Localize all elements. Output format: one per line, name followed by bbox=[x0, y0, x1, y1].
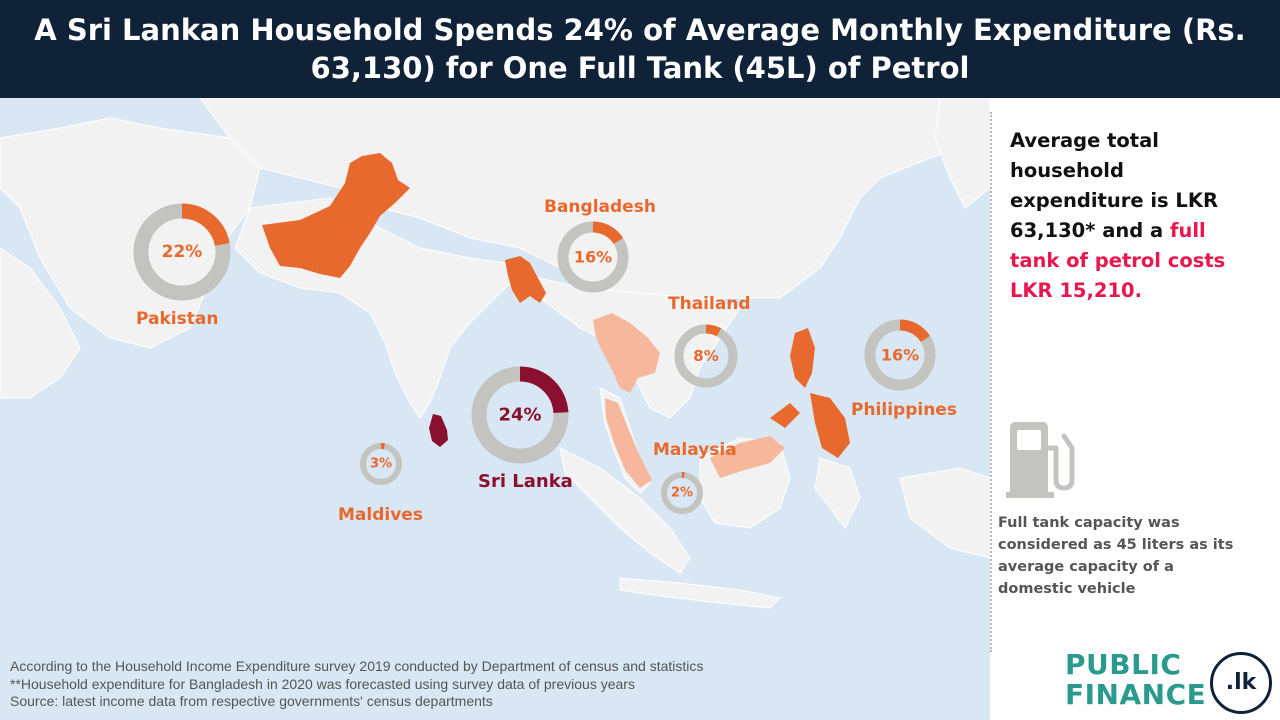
country-shape-sri-lanka bbox=[429, 414, 448, 447]
logo-badge-text: .lk bbox=[1225, 670, 1257, 695]
donut-arc-pakistan bbox=[133, 203, 231, 301]
country-shape-malaysia-borneo bbox=[710, 436, 785, 478]
country-shape-malaysia-peninsula bbox=[605, 398, 652, 488]
footnote-survey: According to the Household Income Expend… bbox=[10, 658, 704, 674]
side-panel bbox=[990, 98, 1280, 720]
country-shape-thailand bbox=[593, 313, 660, 393]
donut-arc-srilanka bbox=[471, 366, 569, 464]
asia-map bbox=[0, 98, 990, 720]
pct-label-pakistan: 22% bbox=[161, 242, 203, 262]
country-label-maldives: Maldives bbox=[338, 505, 423, 525]
country-shape-philippines-north bbox=[790, 328, 815, 388]
landmass-taiwan-japan bbox=[934, 98, 990, 209]
landmass-sumatra bbox=[559, 447, 691, 574]
landmass-arabia-coast bbox=[0, 247, 81, 399]
logo-line-2: FINANCE bbox=[1065, 678, 1207, 711]
country-label-thailand: Thailand bbox=[668, 294, 751, 314]
footnote-source: Source: latest income data from respecti… bbox=[10, 693, 493, 709]
title-banner: A Sri Lankan Household Spends 24% of Ave… bbox=[0, 0, 1280, 98]
title-line-2: 63,130) for One Full Tank (45L) of Petro… bbox=[310, 51, 970, 85]
title-line-1: A Sri Lankan Household Spends 24% of Ave… bbox=[34, 13, 1246, 47]
country-label-pakistan: Pakistan bbox=[136, 309, 219, 329]
panel-divider bbox=[990, 112, 992, 652]
expenditure-summary-highlight: full tank of petrol costs LKR 15,210. bbox=[1010, 219, 1226, 302]
landmass-java bbox=[619, 577, 782, 609]
tank-capacity-note: Full tank capacity was considered as 45 … bbox=[998, 515, 1234, 597]
donut-arc-maldives bbox=[360, 443, 402, 485]
logo-badge: .lk bbox=[1210, 652, 1272, 714]
pct-label-bangladesh: 16% bbox=[573, 247, 613, 267]
donut-charts bbox=[133, 203, 936, 514]
pct-label-sri-lanka: 24% bbox=[498, 404, 542, 426]
pct-label-malaysia: 2% bbox=[670, 485, 694, 501]
logo-line-1: PUBLIC bbox=[1065, 648, 1182, 681]
country-shape-bangladesh bbox=[505, 256, 546, 303]
map-shapes bbox=[0, 98, 990, 609]
donut-arc-thailand bbox=[674, 324, 738, 388]
donut-arc-malaysia bbox=[661, 472, 703, 514]
fuel-pump-icon bbox=[1006, 418, 1080, 505]
donut-arc-philippines bbox=[864, 319, 936, 391]
country-shape-pakistan bbox=[262, 153, 410, 278]
pct-label-thailand: 8% bbox=[693, 347, 719, 365]
expenditure-summary-intro: Average total household expenditure is L… bbox=[1010, 129, 1218, 242]
landmass-new-guinea bbox=[899, 467, 990, 559]
country-shape-philippines-islands bbox=[770, 403, 800, 428]
country-label-sri-lanka: Sri Lanka bbox=[478, 471, 573, 492]
country-label-malaysia: Malaysia bbox=[653, 440, 737, 460]
footnote-bangladesh: **Household expenditure for Bangladesh i… bbox=[10, 675, 635, 692]
pct-label-philippines: 16% bbox=[880, 345, 920, 365]
logo-wordmark: PUBLIC FINANCE bbox=[1065, 650, 1206, 710]
donut-arc-bangladesh bbox=[557, 221, 629, 293]
pct-label-maldives: 3% bbox=[369, 456, 393, 472]
expenditure-summary: Average total household expenditure is L… bbox=[1010, 126, 1250, 306]
landmass-sulawesi bbox=[814, 457, 861, 529]
country-label-philippines: Philippines bbox=[851, 400, 957, 420]
country-shape-philippines-south bbox=[810, 393, 850, 458]
country-label-bangladesh: Bangladesh bbox=[544, 197, 656, 217]
footnotes: According to the Household Income Expend… bbox=[10, 658, 703, 711]
